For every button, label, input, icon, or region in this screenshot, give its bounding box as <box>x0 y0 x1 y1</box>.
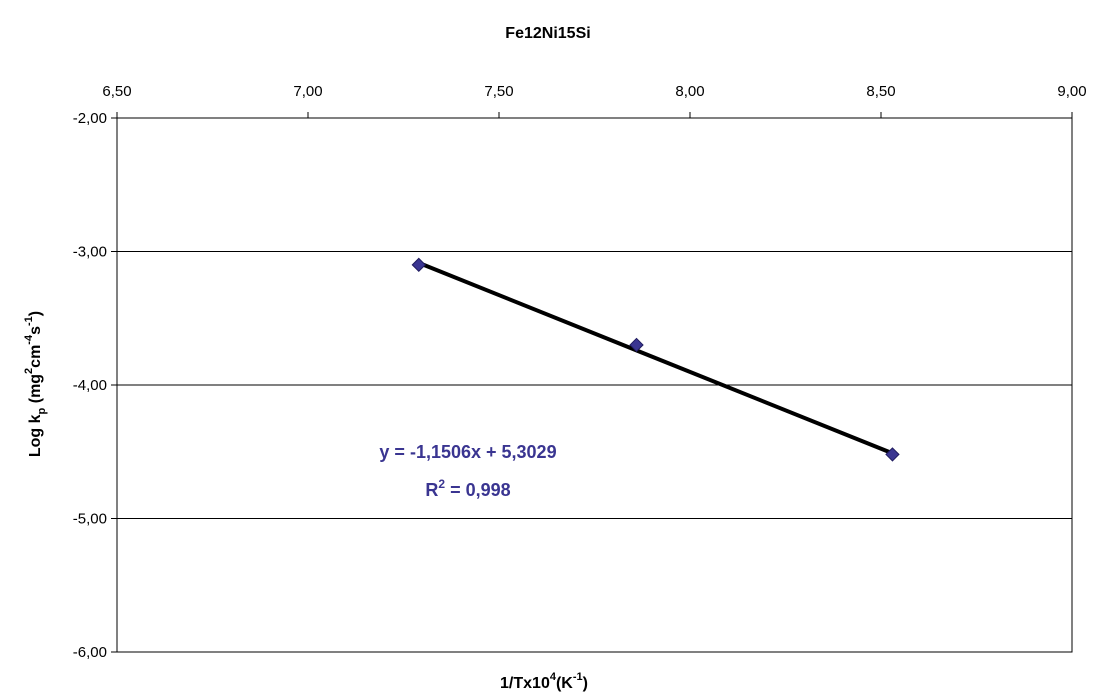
y-tick-label: -2,00 <box>73 110 107 127</box>
y-tick-label: -4,00 <box>73 377 107 394</box>
chart-title: Fe12Ni15Si <box>505 25 590 42</box>
x-tick-label: 7,50 <box>484 83 513 100</box>
x-title-sup2: -1 <box>573 671 583 683</box>
r2-base: R <box>425 480 438 500</box>
x-axis-ticks: 6,50 7,00 7,50 8,00 8,50 9,00 <box>102 83 1087 118</box>
y-title-p5: ) <box>27 311 44 316</box>
y-title-p4: s <box>27 326 44 335</box>
y-axis-title: Log kp (mg2cm-4s-1) <box>23 311 48 457</box>
r2-rest: = 0,998 <box>445 480 511 500</box>
trendline <box>418 260 894 456</box>
y-title-sup2: -4 <box>23 334 35 345</box>
x-tick-label: 9,00 <box>1057 83 1086 100</box>
y-title-p1: Log k <box>27 414 44 457</box>
y-title-p3: cm <box>27 345 44 368</box>
data-point <box>629 337 644 353</box>
data-point <box>411 257 426 273</box>
x-title-mid: (K <box>556 675 573 692</box>
trendline-equation: y = -1,1506x + 5,3029 <box>379 442 556 462</box>
r2-sup: 2 <box>438 477 445 491</box>
x-title-end: ) <box>583 675 588 692</box>
x-tick-label: 6,50 <box>102 83 131 100</box>
data-point <box>885 447 900 462</box>
y-title-sup3: -1 <box>23 316 35 326</box>
y-tick-label: -6,00 <box>73 644 107 661</box>
x-title-sup1: 4 <box>550 671 557 683</box>
x-axis-title: 1/Tx104(K-1) <box>500 671 588 692</box>
y-axis-ticks: -2,00 -3,00 -4,00 -5,00 -6,00 <box>73 110 117 661</box>
y-title-sub1: p <box>36 407 48 414</box>
trendline-r2: R2 = 0,998 <box>425 477 510 500</box>
data-points <box>411 257 900 462</box>
y-tick-label: -5,00 <box>73 511 107 528</box>
gridlines <box>117 251 1072 519</box>
x-title-base: 1/Tx10 <box>500 675 550 692</box>
x-tick-label: 8,00 <box>675 83 704 100</box>
x-tick-label: 8,50 <box>866 83 895 100</box>
y-title-p2: (mg <box>27 374 44 408</box>
y-tick-label: -3,00 <box>73 244 107 261</box>
x-tick-label: 7,00 <box>293 83 322 100</box>
y-title-sup1: 2 <box>23 368 35 374</box>
